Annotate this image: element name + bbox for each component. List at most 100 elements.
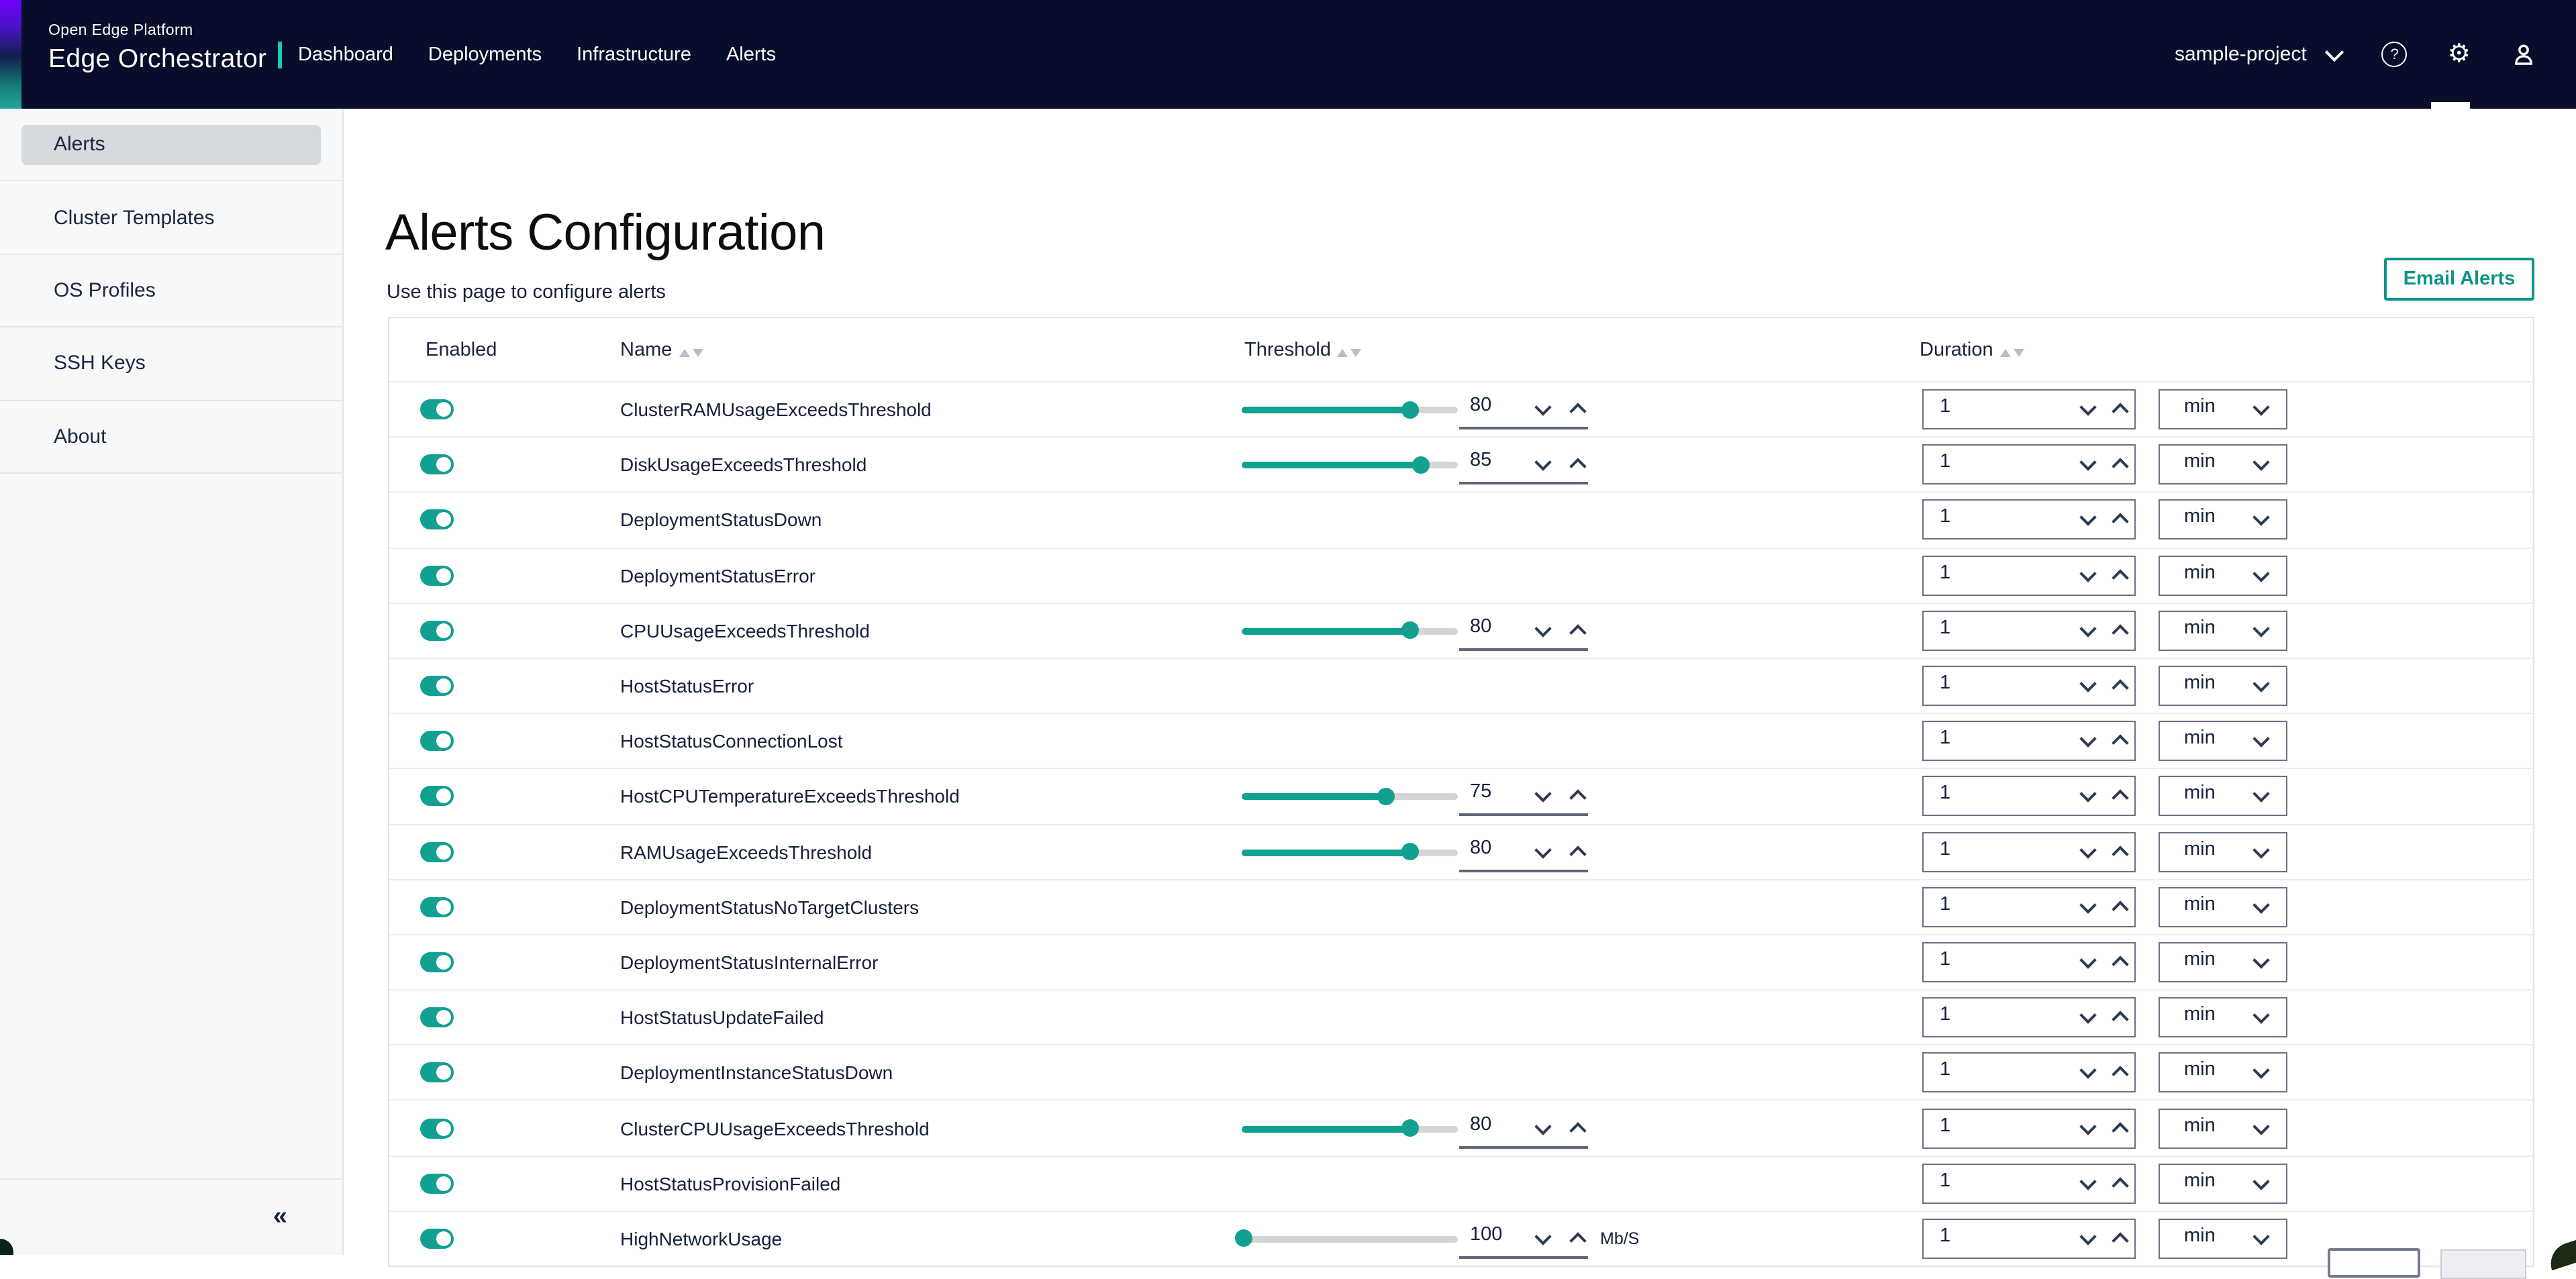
threshold-input[interactable]: 80 [1459, 389, 1588, 430]
duration-unit-dropdown[interactable]: min [2159, 941, 2287, 982]
duration-unit-dropdown[interactable]: min [2159, 610, 2287, 651]
duration-unit-chevron-down-icon[interactable] [2252, 1172, 2270, 1190]
enabled-toggle[interactable] [420, 786, 454, 807]
duration-unit-dropdown[interactable]: min [2159, 886, 2287, 927]
enabled-toggle[interactable] [420, 731, 454, 752]
duration-value-spinner[interactable]: 1 [1922, 776, 2136, 817]
duration-decrement-chevron-icon[interactable] [2079, 454, 2097, 472]
threshold-slider[interactable] [1242, 842, 1458, 861]
duration-unit-dropdown[interactable]: min [2159, 499, 2287, 540]
threshold-decrement-chevron-icon[interactable] [1534, 1117, 1552, 1135]
slider-knob[interactable] [1377, 787, 1395, 805]
threshold-decrement-chevron-icon[interactable] [1534, 786, 1552, 803]
duration-increment-chevron-icon[interactable] [2112, 1011, 2129, 1029]
slider-knob[interactable] [1401, 401, 1420, 419]
enabled-toggle[interactable] [420, 841, 454, 862]
duration-increment-chevron-icon[interactable] [2112, 734, 2129, 752]
duration-unit-dropdown[interactable]: min [2159, 1218, 2287, 1259]
duration-unit-chevron-down-icon[interactable] [2252, 619, 2270, 637]
enabled-toggle[interactable] [420, 1007, 454, 1028]
user-account-icon[interactable] [2512, 42, 2536, 66]
duration-unit-chevron-down-icon[interactable] [2252, 675, 2270, 693]
sort-arrows-icon[interactable] [1337, 349, 1362, 357]
enabled-toggle[interactable] [420, 454, 454, 475]
duration-unit-chevron-down-icon[interactable] [2252, 841, 2270, 858]
duration-increment-chevron-icon[interactable] [2112, 623, 2129, 642]
threshold-slider[interactable] [1242, 787, 1458, 806]
sort-arrows-icon[interactable] [1999, 349, 2024, 357]
enabled-toggle[interactable] [420, 1118, 454, 1139]
column-header-name[interactable]: Name [620, 339, 703, 360]
duration-unit-chevron-down-icon[interactable] [2252, 1117, 2270, 1135]
duration-increment-chevron-icon[interactable] [2112, 568, 2129, 586]
threshold-increment-chevron-icon[interactable] [1569, 845, 1587, 862]
enabled-toggle[interactable] [420, 509, 454, 530]
duration-decrement-chevron-icon[interactable] [2079, 730, 2097, 748]
duration-increment-chevron-icon[interactable] [2112, 458, 2129, 476]
duration-unit-chevron-down-icon[interactable] [2252, 454, 2270, 472]
sidebar-item-about[interactable]: About [0, 401, 342, 474]
duration-unit-dropdown[interactable]: min [2159, 444, 2287, 485]
enabled-toggle[interactable] [420, 676, 454, 697]
duration-decrement-chevron-icon[interactable] [2079, 564, 2097, 582]
duration-unit-dropdown[interactable]: min [2159, 555, 2287, 596]
enabled-toggle[interactable] [420, 1173, 454, 1194]
duration-decrement-chevron-icon[interactable] [2079, 952, 2097, 969]
enabled-toggle[interactable] [420, 565, 454, 586]
duration-unit-dropdown[interactable]: min [2159, 831, 2287, 872]
duration-value-spinner[interactable]: 1 [1922, 389, 2136, 430]
sidebar-item-os-profiles[interactable]: OS Profiles [0, 255, 342, 328]
slider-knob[interactable] [1412, 456, 1430, 474]
duration-value-spinner[interactable]: 1 [1922, 831, 2136, 872]
threshold-slider[interactable] [1242, 456, 1458, 474]
threshold-input[interactable]: 100 [1459, 1219, 1588, 1259]
duration-increment-chevron-icon[interactable] [2112, 1066, 2129, 1084]
duration-value-spinner[interactable]: 1 [1922, 499, 2136, 540]
enabled-toggle[interactable] [420, 1062, 454, 1083]
sidebar-collapse-icon[interactable]: « [273, 1203, 287, 1231]
threshold-input[interactable]: 80 [1459, 1108, 1588, 1149]
duration-decrement-chevron-icon[interactable] [2079, 619, 2097, 637]
threshold-decrement-chevron-icon[interactable] [1534, 399, 1552, 416]
duration-value-spinner[interactable]: 1 [1922, 721, 2136, 762]
sort-descending-icon[interactable] [1350, 349, 1362, 357]
enabled-toggle[interactable] [420, 952, 454, 972]
duration-unit-chevron-down-icon[interactable] [2252, 896, 2270, 914]
sidebar-item-alerts[interactable]: Alerts [0, 109, 342, 182]
duration-value-spinner[interactable]: 1 [1922, 1052, 2136, 1093]
duration-increment-chevron-icon[interactable] [2112, 956, 2129, 973]
bottom-partial-button-outlined[interactable] [2328, 1248, 2420, 1278]
duration-value-spinner[interactable]: 1 [1922, 941, 2136, 982]
enabled-toggle[interactable] [420, 1228, 454, 1249]
duration-value-spinner[interactable]: 1 [1922, 555, 2136, 596]
duration-value-spinner[interactable]: 1 [1922, 1163, 2136, 1204]
duration-increment-chevron-icon[interactable] [2112, 679, 2129, 697]
threshold-decrement-chevron-icon[interactable] [1534, 619, 1552, 637]
threshold-slider[interactable] [1242, 1119, 1458, 1137]
threshold-input[interactable]: 75 [1459, 776, 1588, 817]
duration-unit-chevron-down-icon[interactable] [2252, 399, 2270, 416]
duration-increment-chevron-icon[interactable] [2112, 845, 2129, 862]
email-alerts-button[interactable]: Email Alerts [2384, 258, 2534, 301]
duration-decrement-chevron-icon[interactable] [2079, 1228, 2097, 1245]
threshold-decrement-chevron-icon[interactable] [1534, 841, 1552, 858]
sidebar-item-cluster-templates[interactable]: Cluster Templates [0, 182, 342, 255]
duration-increment-chevron-icon[interactable] [2112, 1176, 2129, 1194]
sort-descending-icon[interactable] [692, 349, 703, 357]
duration-value-spinner[interactable]: 1 [1922, 1218, 2136, 1259]
nav-item-alerts[interactable]: Alerts [726, 44, 777, 65]
duration-increment-chevron-icon[interactable] [2112, 403, 2129, 420]
threshold-decrement-chevron-icon[interactable] [1534, 1228, 1552, 1245]
duration-unit-chevron-down-icon[interactable] [2252, 730, 2270, 748]
duration-decrement-chevron-icon[interactable] [2079, 896, 2097, 914]
sort-arrows-icon[interactable] [679, 349, 703, 357]
duration-value-spinner[interactable]: 1 [1922, 444, 2136, 485]
enabled-toggle[interactable] [420, 399, 454, 420]
slider-knob[interactable] [1235, 1229, 1253, 1247]
enabled-toggle[interactable] [420, 620, 454, 641]
duration-decrement-chevron-icon[interactable] [2079, 841, 2097, 858]
duration-decrement-chevron-icon[interactable] [2079, 675, 2097, 693]
threshold-increment-chevron-icon[interactable] [1569, 458, 1587, 476]
duration-decrement-chevron-icon[interactable] [2079, 1172, 2097, 1190]
brand-logo[interactable]: Open Edge Platform Edge Orchestrator [48, 23, 266, 75]
